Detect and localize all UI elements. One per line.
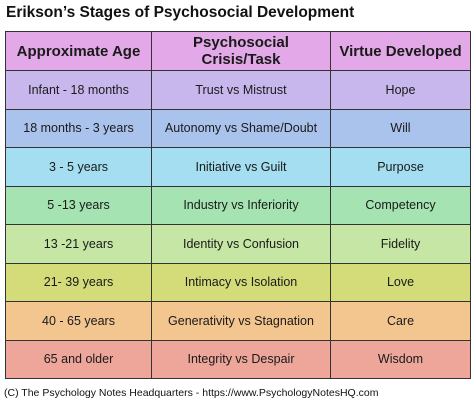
table-cell: Initiative vs Guilt	[151, 147, 331, 187]
table-cell: 5 -13 years	[5, 185, 152, 225]
table-cell: Competency	[330, 185, 471, 225]
table-cell: Integrity vs Despair	[151, 339, 331, 379]
table-cell: 21- 39 years	[5, 262, 152, 302]
footer: (C) The Psychology Notes Headquarters - …	[4, 387, 379, 399]
table-row: 18 months - 3 years Autonomy vs Shame/Dou…	[5, 108, 471, 148]
table-row: 3 - 5 years Initiative vs Guilt Purpose	[5, 147, 471, 187]
table-cell: 18 months - 3 years	[5, 108, 152, 148]
table-row: Infant - 18 months Trust vs Mistrust Hope	[5, 70, 471, 110]
table-cell: Identity vs Confusion	[151, 224, 331, 264]
table-cell: Infant - 18 months	[5, 70, 152, 110]
table-row: 13 -21 years Identity vs Confusion Fidelit…	[5, 224, 471, 264]
table-cell: Fidelity	[330, 224, 471, 264]
table-row: 65 and older Integrity vs Despair Wisdom	[5, 339, 471, 379]
table-cell: Trust vs Mistrust	[151, 70, 331, 110]
table-cell: Will	[330, 108, 471, 148]
column-header: Approximate Age	[5, 31, 152, 71]
table-cell: Purpose	[330, 147, 471, 187]
table-cell: Care	[330, 301, 471, 341]
table-row: 40 - 65 years Generativity vs Stagnation C…	[5, 301, 471, 341]
table-row: 21- 39 years Intimacy vs Isolation Love	[5, 262, 471, 302]
header-row: Approximate Age Psychosocial Crisis/Task V…	[5, 31, 471, 71]
stages-table: Approximate Age Psychosocial Crisis/Task V…	[5, 31, 471, 379]
table-cell: Industry vs Inferiority	[151, 185, 331, 225]
table-cell: Autonomy vs Shame/Doubt	[151, 108, 331, 148]
table-cell: Intimacy vs Isolation	[151, 262, 331, 302]
table-cell: Generativity vs Stagnation	[151, 301, 331, 341]
table-cell: Wisdom	[330, 339, 471, 379]
title: Erikson’s Stages of Psychosocial Develop…	[6, 4, 355, 21]
table-cell: Love	[330, 262, 471, 302]
table-cell: 65 and older	[5, 339, 152, 379]
table-cell: Hope	[330, 70, 471, 110]
table-cell: 13 -21 years	[5, 224, 152, 264]
table-cell: 40 - 65 years	[5, 301, 152, 341]
column-header: Psychosocial Crisis/Task	[151, 31, 331, 71]
column-header: Virtue Developed	[330, 31, 471, 71]
table-row: 5 -13 years Industry vs Inferiority Compet…	[5, 185, 471, 225]
table-cell: 3 - 5 years	[5, 147, 152, 187]
